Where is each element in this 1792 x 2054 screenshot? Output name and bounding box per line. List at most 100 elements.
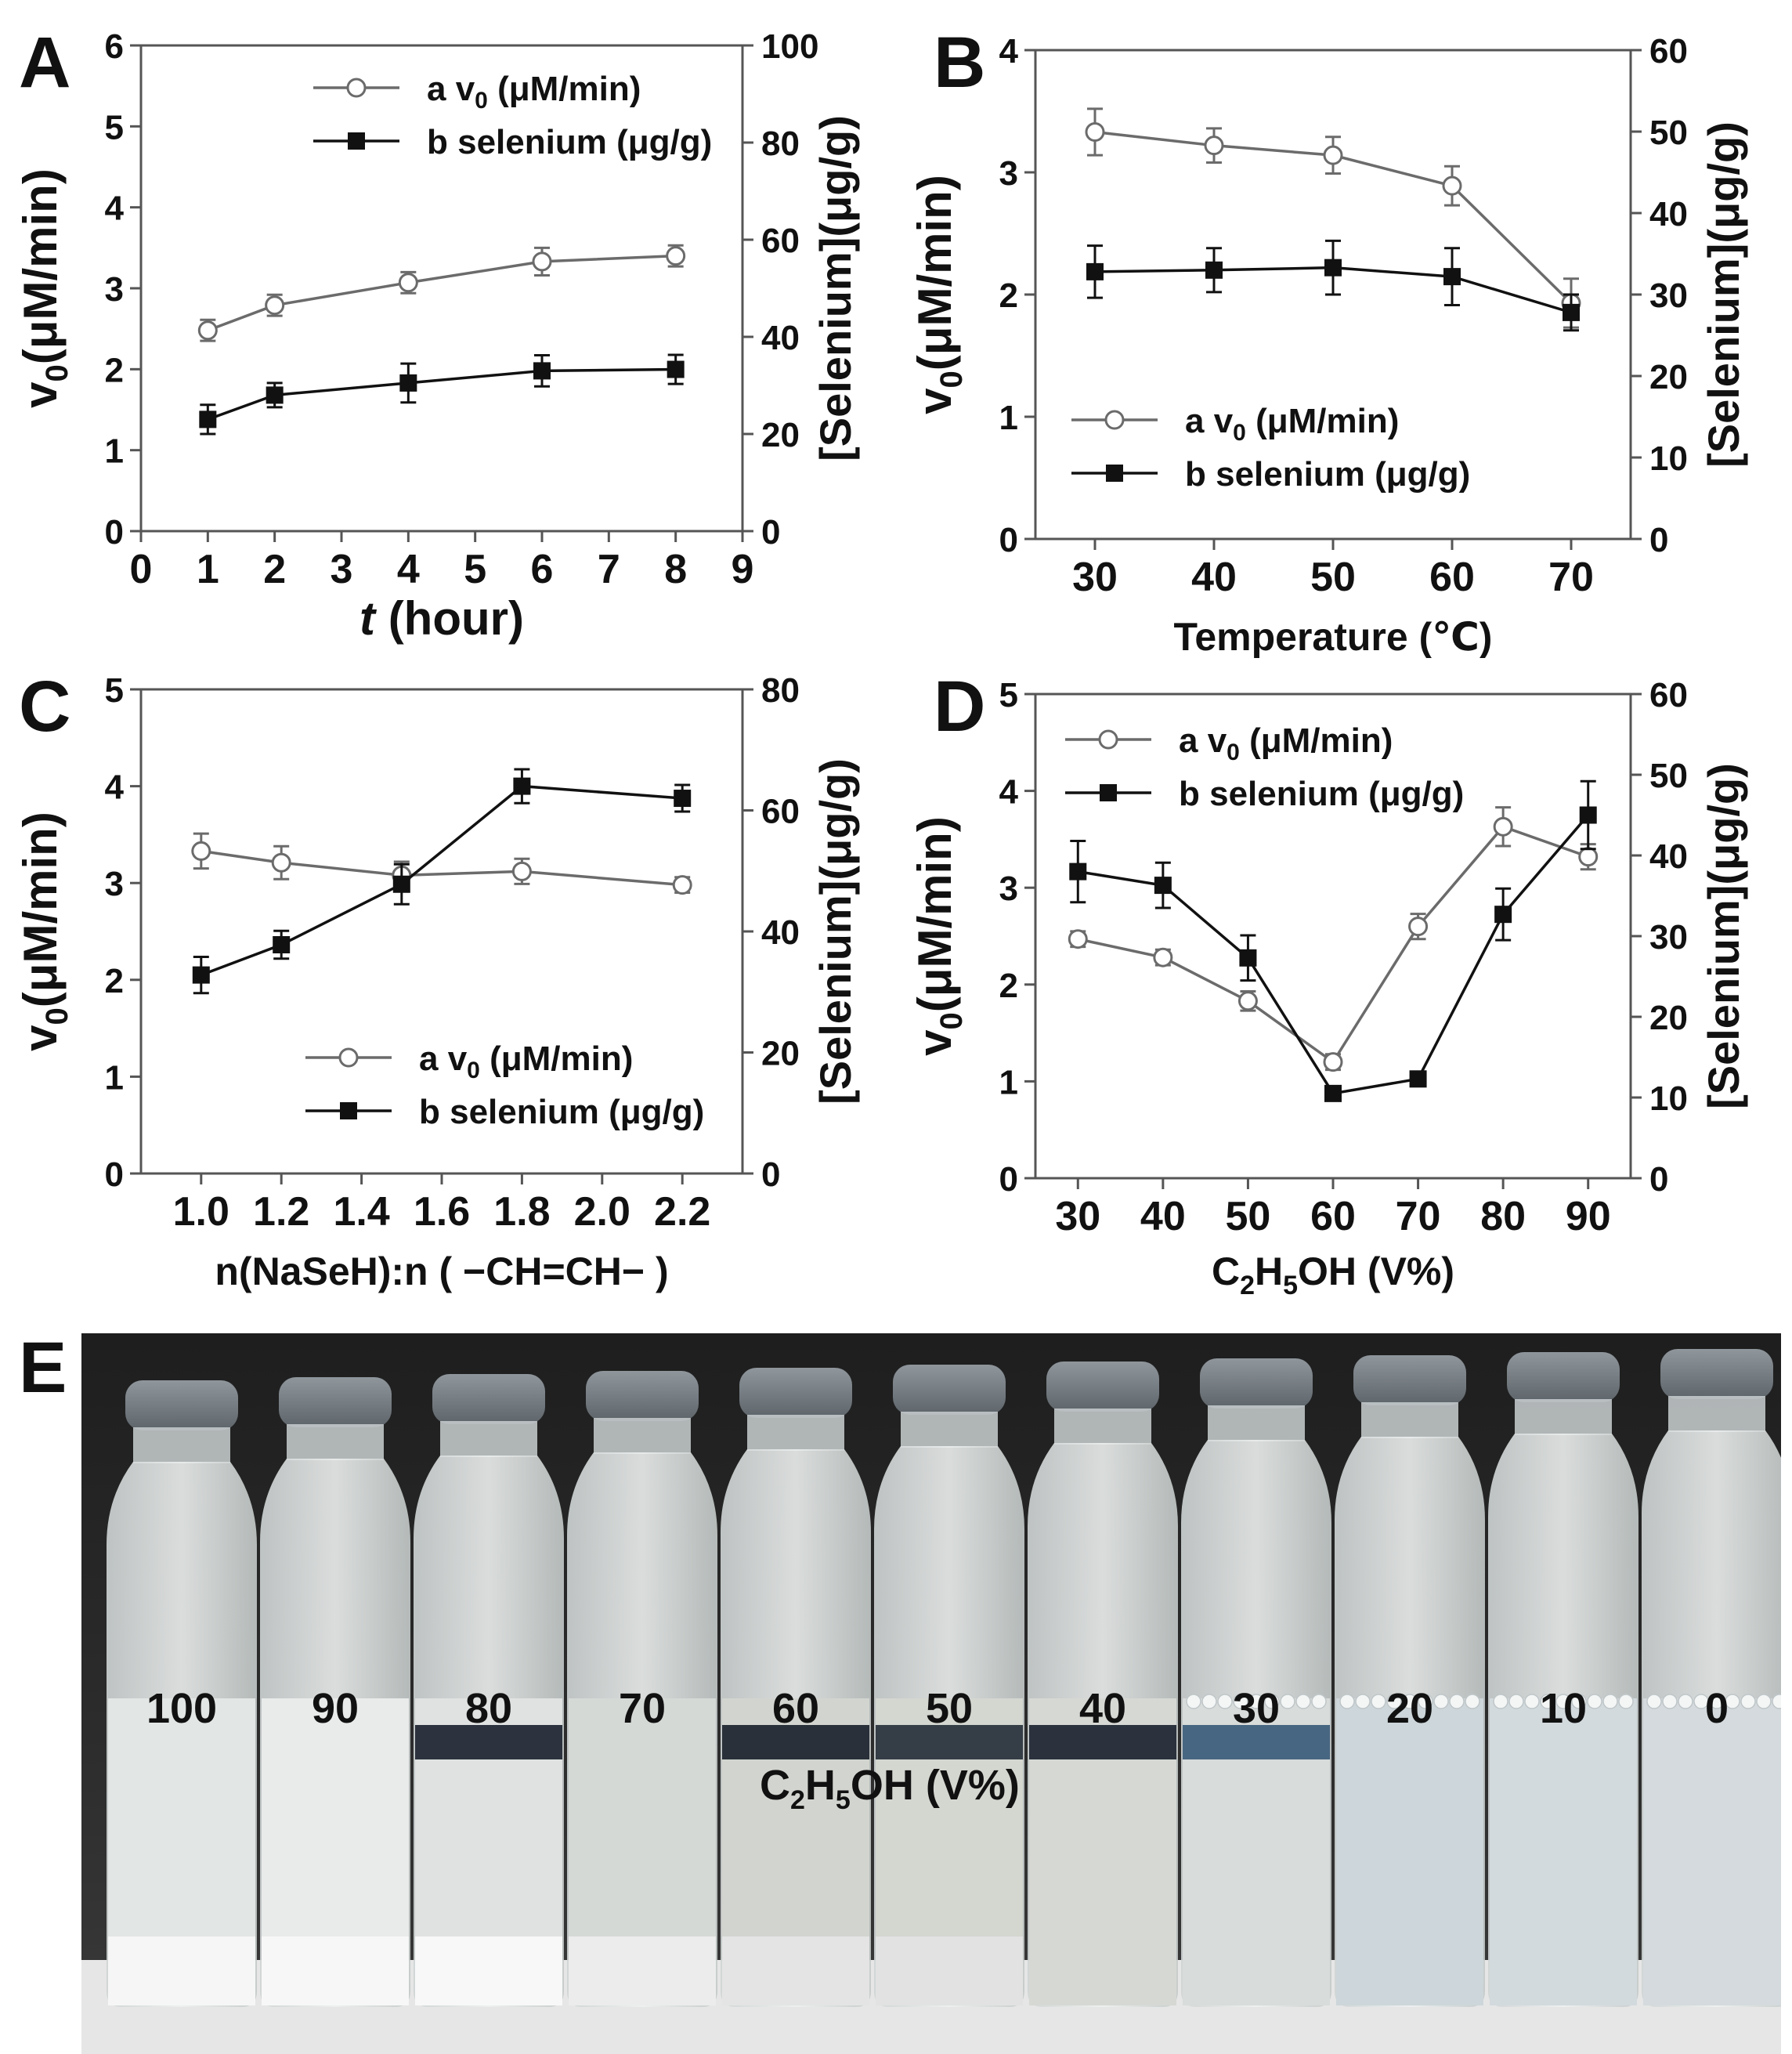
series-b-point [1409,1070,1427,1088]
vial-label: 50 [925,1685,974,1732]
series-b-point [273,935,291,953]
vial-dark-band [876,1725,1023,1759]
vial-foam-bubble [1402,1694,1418,1709]
y-tick-label: 3 [999,154,1018,193]
vial-powder [415,1936,562,2005]
vial-neck [440,1421,537,1457]
legend-b-label: b selenium (μg/g) [427,123,712,161]
vial-foam-bubble [1618,1694,1634,1709]
vial-powder [108,1936,255,2005]
y2-tick-label: 50 [1649,114,1688,152]
series-a-point [1493,816,1513,837]
y-axis-label: v0(μM/min) [909,816,969,1056]
series-b-point [667,360,685,378]
vial-foam-bubble [1646,1694,1662,1709]
series-a-point [511,861,532,881]
y-axis-label: v0(μM/min) [909,175,969,414]
legend-a-marker [346,78,367,98]
vial-cap [1353,1355,1466,1405]
vial-label: 60 [771,1685,820,1732]
vials-group [107,1349,1781,2007]
chart-d: 30 40 50 60 70 80 900123450102030405060v0(μM/m… [909,676,1748,1300]
vial-foam-bubble [1678,1694,1693,1709]
vial-foam-bubble [1339,1694,1355,1709]
vial-cap [279,1377,392,1427]
series-a-point [265,295,285,316]
y2-tick-label: 100 [761,27,818,66]
vial-foam-bubble [1602,1694,1618,1709]
y2-tick-label: 10 [1649,1079,1688,1118]
vial-neck [1515,1399,1612,1435]
vial [1335,1355,1485,2007]
y2-axis-label: [Selenium](μg/g) [811,758,860,1105]
y-tick-label: 4 [999,773,1019,812]
y2-tick-label: 40 [1649,195,1688,233]
vial-foam-bubble [1571,1694,1587,1709]
y-tick-label: 2 [105,351,124,389]
legend-b-marker [1100,784,1117,801]
vial-neck [901,1412,998,1448]
x-tick-label: 70 [1548,555,1594,600]
legend-a-label: a v0 (μM/min) [419,1040,633,1083]
series-b-point [392,875,410,893]
vial-neck [1668,1396,1765,1432]
y2-tick-label: 60 [761,793,800,831]
y2-tick-label: 40 [761,319,800,357]
vial-dark-band [1029,1725,1176,1759]
series-a-line [1077,825,1589,1065]
x-tick-label: 0 [130,547,153,592]
series-a-point [197,320,218,341]
vial-label: 70 [618,1685,667,1732]
vial-foam-bubble [1186,1694,1201,1709]
vial-neck [133,1427,230,1463]
series-a-line [207,254,676,332]
vial [1642,1349,1781,2007]
x-axis-label: Temperature (℃) [1174,615,1493,658]
vial-foam-bubble [1772,1694,1781,1709]
y2-tick-label: 80 [761,125,800,163]
vial-foam-bubble [1311,1694,1327,1709]
vial-cap [1507,1352,1620,1402]
vial-neck [747,1415,844,1451]
series-a-point [532,251,552,272]
y2-axis-label: [Selenium](μg/g) [1699,121,1748,468]
vial-liquid [1643,1698,1781,2005]
y2-axis-label: [Selenium](μg/g) [1699,763,1748,1109]
vial-dark-band [722,1725,869,1759]
series-b-point [513,777,531,795]
x-tick-label: 30 [1055,1194,1100,1239]
vial-cap [432,1374,545,1424]
vial-powder [569,1936,716,2005]
series-b-point [192,966,210,984]
y-tick-label: 0 [999,521,1018,559]
vial-cap [1660,1349,1773,1399]
y2-tick-label: 20 [1649,999,1688,1037]
series-a-point [1323,1052,1343,1072]
y2-tick-label: 40 [761,913,800,952]
x-tick-label: 3 [331,547,353,592]
vial-cap [586,1371,699,1421]
vial-foam-bubble [1280,1694,1295,1709]
series-a-point [191,841,211,861]
y-tick-label: 1 [105,1058,124,1097]
vial-powder [876,1936,1023,2005]
y2-tick-label: 80 [761,671,800,710]
y2-tick-label: 60 [761,222,800,260]
legend-a-marker [1104,410,1125,430]
vial-foam-bubble [1264,1694,1280,1709]
panel-letter-c: C [19,667,71,747]
series-b-point [266,386,284,404]
legend-a-label: a v0 (μM/min) [427,70,641,114]
vial-label: 0 [1704,1685,1729,1732]
vial-foam-bubble [1740,1694,1756,1709]
legend-a-label: a v0 (μM/min) [1185,402,1399,446]
vial-foam-bubble [1587,1694,1602,1709]
x-axis-label: n(NaSeH):n ( −CH=CH− ) [215,1249,668,1293]
y2-tick-label: 30 [1649,277,1688,315]
y2-tick-label: 30 [1649,918,1688,956]
series-a-point [271,852,291,873]
vial-foam-bubble [1555,1694,1571,1709]
vial-neck [594,1418,691,1454]
y2-tick-label: 0 [1649,521,1668,559]
y-tick-label: 4 [999,32,1019,71]
